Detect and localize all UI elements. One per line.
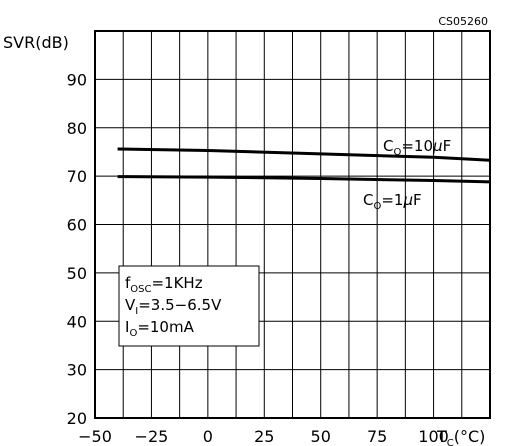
series-line-2 [117,175,491,184]
x-tick-label: −25 [135,427,169,446]
condition-line: fOSC=1KHz [125,274,203,295]
x-axis-label-sub: C [447,438,454,446]
condition-line: VI=3.5−6.5V [125,296,222,317]
y-tick-labels: 20 30 40 50 60 70 80 90 [67,70,87,428]
y-tick-label: 20 [67,409,87,428]
figure-code: CS05260 [438,15,488,28]
condition-line: IO=10mA [125,318,195,339]
plot-frame [94,30,491,419]
x-tick-label: 25 [254,427,274,446]
conditions-box [118,265,260,347]
x-tick-label: 50 [311,427,331,446]
series-line-1 [117,147,491,162]
x-axis-label-unit: (°C) [454,427,486,446]
y-tick-label: 60 [67,216,87,235]
grid-lines [95,31,490,418]
series-label-1: CO=10μF [383,137,451,158]
series-label-2: CO=1μF [363,191,422,212]
y-tick-label: 30 [67,361,87,380]
x-axis-label: TC(°C) [436,427,485,446]
y-tick-label: 50 [67,264,87,283]
y-tick-label: 80 [67,119,87,138]
x-tick-labels: −50 −25 0 25 50 75 100 [78,427,449,446]
x-tick-label: 75 [367,427,387,446]
series-lines [117,147,491,184]
x-tick-label: 0 [203,427,213,446]
x-tick-label: 100 [418,427,449,446]
y-tick-label: 70 [67,167,87,186]
y-axis-label: SVR(dB) [3,33,69,52]
x-tick-label: −50 [78,427,112,446]
y-tick-label: 90 [67,70,87,89]
y-tick-label: 40 [67,312,87,331]
x-axis-label-main: T [436,427,447,446]
series-labels: CO=10μF CO=1μF [363,137,451,212]
